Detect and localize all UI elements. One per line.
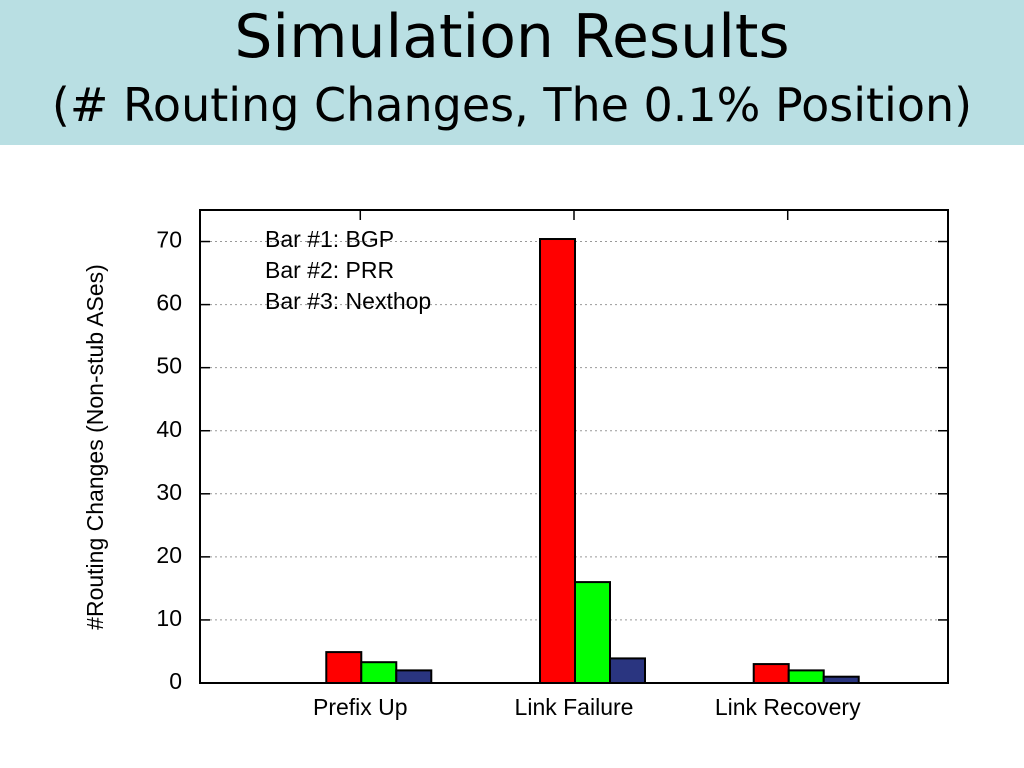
y-tick-label: 20 xyxy=(156,542,182,568)
x-tick-label: Link Failure xyxy=(515,694,634,720)
x-tick-label: Link Recovery xyxy=(715,694,861,720)
bar xyxy=(787,669,825,684)
legend-label: Bar #1: BGP xyxy=(265,226,394,252)
y-axis-label: #Routing Changes (Non-stub ASes) xyxy=(82,264,108,630)
y-tick-label: 10 xyxy=(156,605,182,631)
title-band: Simulation Results (# Routing Changes, T… xyxy=(0,0,1024,145)
bar xyxy=(609,657,646,684)
chart-subtitle: (# Routing Changes, The 0.1% Position) xyxy=(51,78,973,132)
bar xyxy=(325,651,363,685)
legend-label: Bar #2: PRR xyxy=(265,257,394,283)
bar xyxy=(752,663,790,685)
y-tick-label: 40 xyxy=(156,416,182,442)
y-tick-label: 30 xyxy=(156,479,182,505)
bar xyxy=(539,238,576,684)
y-tick-label: 70 xyxy=(156,227,182,253)
legend-label: Bar #3: Nexthop xyxy=(265,288,431,314)
y-tick-label: 60 xyxy=(156,290,182,316)
y-tick-label: 0 xyxy=(169,668,182,694)
bar xyxy=(395,669,433,684)
chart-title: Simulation Results xyxy=(234,2,790,72)
y-tick-label: 50 xyxy=(156,353,182,379)
bar xyxy=(574,581,611,684)
bar xyxy=(360,661,398,684)
plot-frame xyxy=(199,209,949,684)
x-tick-label: Prefix Up xyxy=(313,694,408,720)
